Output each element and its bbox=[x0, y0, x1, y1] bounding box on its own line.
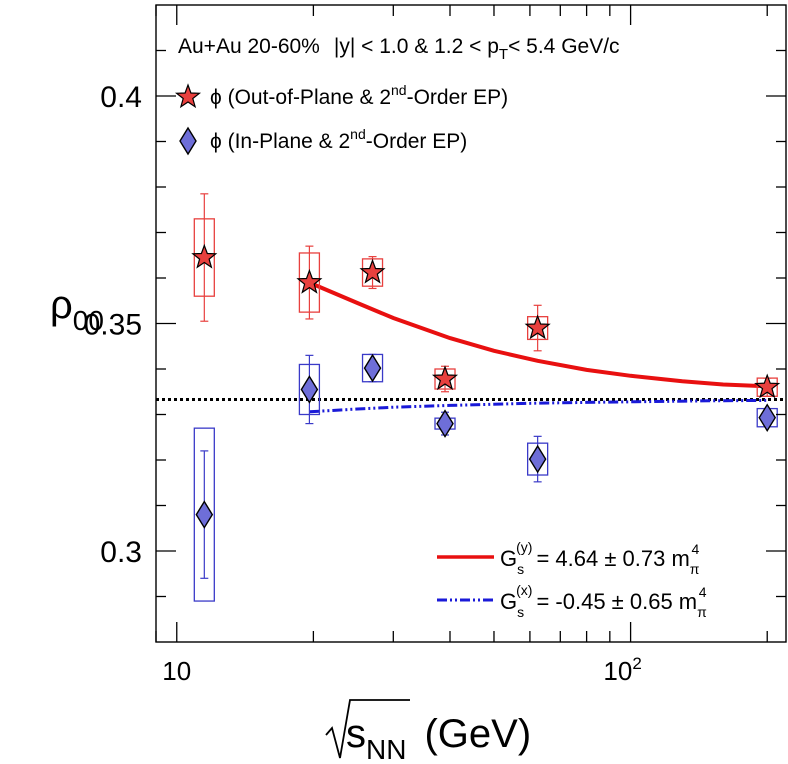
legend-diamond-marker bbox=[179, 126, 197, 156]
legend-label-fit-x: Gs(x) = -0.45 ± 0.65 mπ4 bbox=[500, 582, 707, 620]
data-point-in-plane bbox=[195, 500, 214, 529]
legend-entry-in-plane: ϕ (In-Plane & 2nd-Order EP) bbox=[179, 126, 467, 156]
data-point-in-plane bbox=[300, 375, 319, 404]
x-tick-label: 10 bbox=[162, 656, 191, 686]
legend-entry-fit-y: Gs(y) = 4.64 ± 0.73 mπ4 bbox=[437, 539, 700, 577]
legend-star-icon bbox=[174, 83, 202, 109]
data-point-out-of-plane bbox=[191, 243, 218, 269]
marker-layer bbox=[191, 243, 781, 529]
legend-star-marker bbox=[174, 83, 202, 109]
legend-label-fit-y: Gs(y) = 4.64 ± 0.73 mπ4 bbox=[500, 539, 700, 577]
sqrt-sign-icon bbox=[325, 699, 410, 759]
data-point-out-of-plane bbox=[431, 365, 459, 391]
y-tick-label: 0.3 bbox=[100, 536, 142, 569]
plot-frame bbox=[155, 4, 787, 643]
data-point-out-of-plane bbox=[754, 373, 781, 399]
data-point-out-of-plane bbox=[359, 258, 386, 284]
x-tick-label: 102 bbox=[603, 654, 641, 686]
data-point-out-of-plane bbox=[296, 268, 323, 294]
x-axis-title: sNN (GeV) bbox=[325, 699, 531, 764]
legend-diamond-icon bbox=[179, 126, 197, 156]
legend-entry-out-of-plane: ϕ (Out-of-Plane & 2nd-Order EP) bbox=[174, 82, 508, 109]
y-axis-title: ρ00 bbox=[50, 283, 104, 336]
header-text: Au+Au 20-60% |y| < 1.0 & 1.2 < pT< 5.4 Ge… bbox=[178, 35, 620, 63]
data-point-in-plane bbox=[758, 403, 777, 433]
fit-legend: Gs(y) = 4.64 ± 0.73 mπ4 Gs(x) = -0.45 ± 0.… bbox=[437, 539, 707, 620]
legend-label-in-plane: ϕ (In-Plane & 2nd-Order EP) bbox=[210, 126, 467, 153]
legend-entry-fit-x: Gs(x) = -0.45 ± 0.65 mπ4 bbox=[437, 582, 707, 620]
fit-curve-in-plane bbox=[309, 398, 768, 414]
series-legend: ϕ (Out-of-Plane & 2nd-Order EP) ϕ (In-Pl… bbox=[174, 82, 508, 156]
fit-curve-layer bbox=[308, 280, 768, 414]
axis-tick-layer bbox=[155, 5, 786, 642]
y-tick-label: 0.4 bbox=[100, 81, 142, 114]
y-tick-label: 0.35 bbox=[84, 309, 142, 342]
data-point-out-of-plane bbox=[524, 314, 551, 340]
data-point-in-plane bbox=[436, 409, 454, 438]
data-point-in-plane bbox=[363, 353, 382, 383]
fit-curve-out-of-plane bbox=[308, 280, 768, 389]
legend-label-out-of-plane: ϕ (Out-of-Plane & 2nd-Order EP) bbox=[210, 82, 508, 109]
data-point-in-plane bbox=[528, 444, 547, 474]
sys-box-in-plane bbox=[193, 427, 215, 602]
tick-label-layer: 0.3 0.35 0.4 10 102 bbox=[84, 81, 642, 686]
x-axis-title-text: sNN (GeV) bbox=[346, 712, 531, 764]
